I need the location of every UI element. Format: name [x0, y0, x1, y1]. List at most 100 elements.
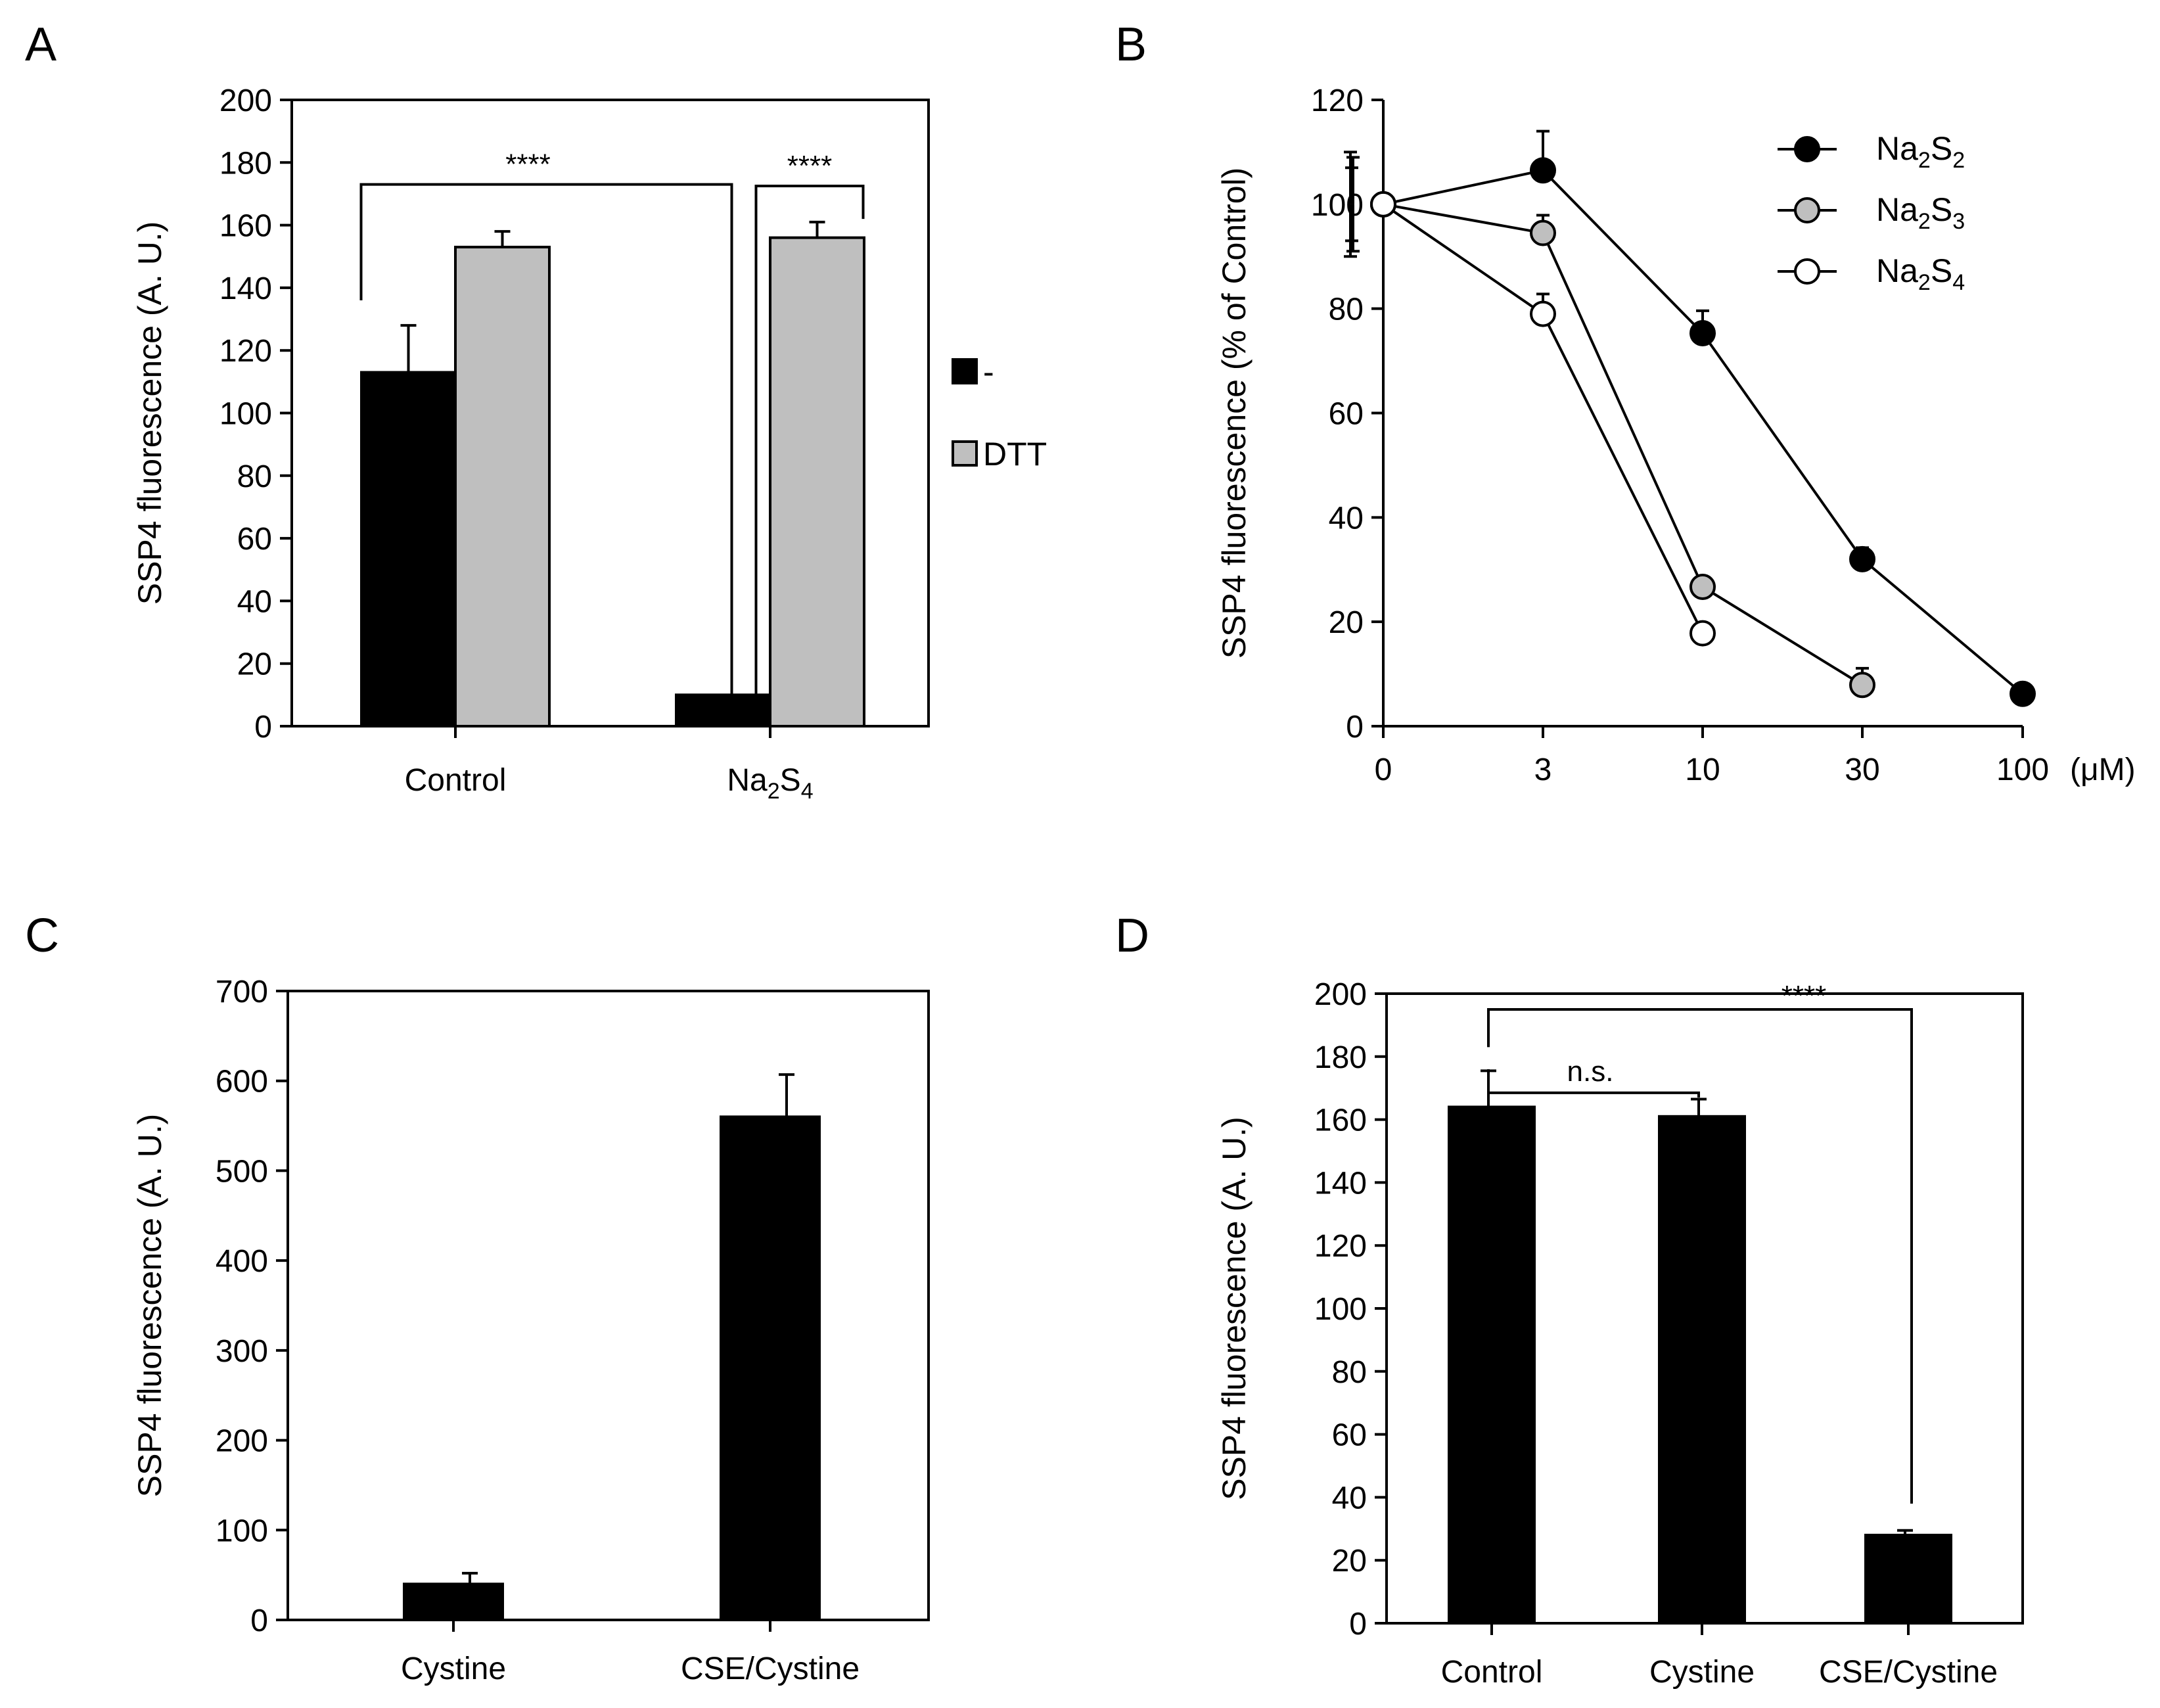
y-tick-label: 40 [1329, 501, 1364, 536]
legend-label-Na2S4-part: S [1931, 252, 1952, 289]
y-tick-label: 500 [216, 1154, 268, 1189]
x-tick-label: 3 [1534, 752, 1552, 787]
x-tick-label-Cystine-part: Cystine [401, 1651, 506, 1686]
y-tick-label: 200 [219, 83, 272, 118]
y-tick-label: 160 [1314, 1103, 1367, 1138]
panel-letter-a: A [25, 18, 57, 71]
panel-letter-d: D [1115, 910, 1149, 962]
significance-label: **** [1781, 980, 1827, 1012]
y-tick-label: 600 [216, 1065, 268, 1099]
x-tick-label: 0 [1375, 752, 1392, 787]
y-axis-title: SSP4 fluorescence (A. U.) [1216, 1117, 1252, 1500]
data-point [1530, 300, 1556, 327]
series-line [1383, 202, 1864, 686]
y-tick-label: 80 [237, 459, 272, 494]
data-point [1530, 157, 1556, 184]
plot-frame [287, 990, 930, 1621]
bar [1864, 1533, 1952, 1625]
significance-label: n.s. [1567, 1055, 1614, 1088]
y-tick-label: 20 [237, 647, 272, 682]
panel-a: A 0 20 40 60 80 100 120 140 160 180 200 SSP4 fluores… [25, 18, 1047, 804]
y-tick-label: 160 [219, 209, 272, 244]
data-point [1689, 319, 1716, 346]
x-tick-label-Na2S4-part: 4 [801, 779, 814, 804]
legend-marker [1794, 197, 1820, 223]
data-point [1849, 672, 1875, 699]
y-tick-label: 400 [216, 1244, 268, 1279]
legend-label-Na2S4-part: 4 [1952, 270, 1965, 295]
legend-label: DTT [983, 436, 1047, 473]
x-tick-label-Cystine: Cystine [401, 1651, 506, 1686]
x-tick-label-Cystine-part: Cystine [1649, 1655, 1755, 1690]
y-tick-label: 100 [1311, 188, 1364, 223]
x-tick-label: 100 [1996, 752, 2049, 787]
legend-swatch [952, 440, 978, 467]
x-tick-label: 10 [1685, 752, 1720, 787]
significance-bracket [359, 183, 733, 704]
x-tick-label-Na2S4-part: 2 [768, 779, 780, 804]
bar [454, 245, 551, 727]
legend-label-Na2S4-part: Na [1876, 252, 1918, 289]
panel-letter-b: B [1115, 18, 1147, 71]
significance-label: **** [505, 149, 551, 181]
panel-c: C 0 100 200 300 400 500 600 700 SSP4 fluorescence… [25, 910, 930, 1686]
legend-label-Na2S3-part: 3 [1952, 209, 1965, 234]
y-tick-label: 120 [1311, 83, 1364, 118]
x-tick-label-Na2S4-part: Na [727, 763, 768, 798]
y-axis-title: SSP4 fluorescence (% of Control) [1216, 168, 1252, 659]
data-point [2010, 680, 2036, 707]
x-tick-label-CSE/Cystine-part: CSE/Cystine [681, 1651, 860, 1686]
legend-label-Na2S2-part: S [1931, 130, 1952, 167]
legend-label-Na2S2-part: Na [1876, 130, 1918, 167]
legend-label-Na2S3-part: 2 [1918, 209, 1931, 234]
y-tick-label: 100 [219, 397, 272, 432]
legend-label-Na2S2-part: 2 [1952, 148, 1965, 173]
y-tick-label: 140 [219, 271, 272, 306]
x-tick-label-Cystine: Cystine [1649, 1655, 1755, 1690]
y-tick-label: 0 [1349, 1607, 1367, 1642]
y-tick-label: 40 [237, 584, 272, 619]
y-tick-label: 100 [216, 1513, 268, 1548]
data-point [1849, 545, 1875, 572]
legend-label-Na2S2: Na2S2 [1876, 130, 1965, 173]
x-unit-label: (μM) [2070, 752, 2136, 787]
bar [1448, 1105, 1536, 1625]
y-tick-label: 80 [1332, 1355, 1367, 1390]
significance-bracket [1487, 1007, 1913, 1504]
legend-label-Na2S4-part: 2 [1918, 270, 1931, 295]
x-tick-label-CSE/Cystine: CSE/Cystine [1819, 1655, 1998, 1690]
x-tick-label-CSE/Cystine: CSE/Cystine [681, 1651, 860, 1686]
x-tick-label-Control-part: Control [1441, 1655, 1543, 1690]
legend-label-Na2S4: Na2S4 [1876, 252, 1965, 295]
y-tick-label: 20 [1332, 1544, 1367, 1579]
legend-label-Na2S2-part: 2 [1918, 148, 1931, 173]
y-tick-label: 40 [1332, 1481, 1367, 1515]
legend-label-Na2S3-part: Na [1876, 191, 1918, 228]
y-tick-label: 80 [1329, 292, 1364, 327]
x-tick-label-Na2S4-part: S [780, 763, 801, 798]
y-tick-label: 60 [1329, 397, 1364, 432]
legend-marker [1794, 258, 1820, 285]
bar [1658, 1115, 1746, 1625]
y-tick-label: 300 [216, 1334, 268, 1369]
x-tick-label-CSE/Cystine-part: CSE/Cystine [1819, 1655, 1998, 1690]
panel-d: D 0 20 40 60 80 100 120 140 160 180 200 SSP4 fluores… [1115, 910, 2024, 1690]
legend-label-Na2S3: Na2S3 [1876, 191, 1965, 234]
legend-swatch [952, 358, 978, 384]
legend-label-Na2S3-part: S [1931, 191, 1952, 228]
y-tick-label: 200 [216, 1424, 268, 1459]
y-tick-label: 0 [250, 1604, 268, 1638]
y-axis-title: SSP4 fluorescence (A. U.) [131, 221, 168, 605]
y-tick-label: 100 [1314, 1292, 1367, 1327]
y-tick-label: 20 [1329, 605, 1364, 640]
x-tick-label-Control: Control [405, 763, 507, 798]
y-tick-label: 0 [1346, 710, 1364, 745]
y-tick-label: 60 [237, 522, 272, 557]
y-tick-label: 700 [216, 975, 268, 1009]
y-tick-label: 0 [254, 710, 272, 745]
y-tick-label: 60 [1332, 1418, 1367, 1453]
y-tick-label: 200 [1314, 977, 1367, 1012]
y-tick-label: 120 [1314, 1229, 1367, 1264]
